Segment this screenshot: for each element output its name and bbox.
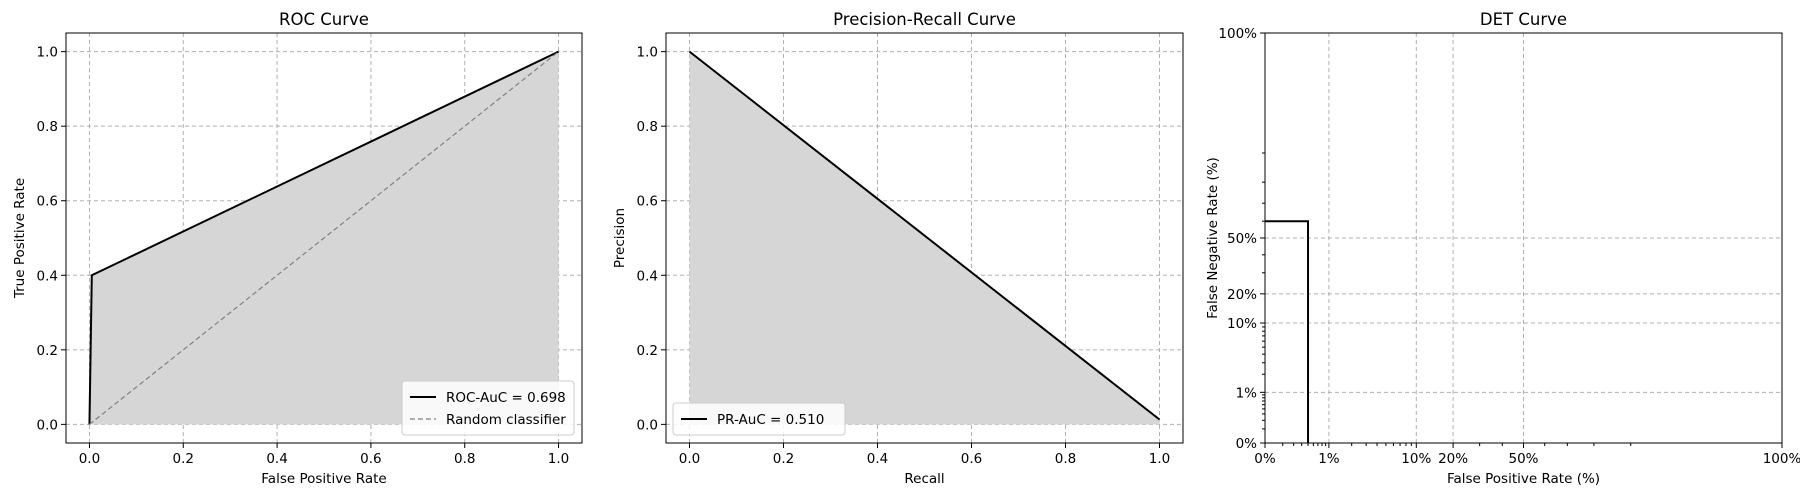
x-axis-label: False Positive Rate (%) xyxy=(1447,471,1600,487)
y-tick-label: 0.6 xyxy=(637,194,658,210)
curve-line xyxy=(88,50,559,425)
y-axis-label: Precision xyxy=(612,208,628,268)
x-tick-label: 0% xyxy=(1254,451,1276,467)
chart-1: 0.0 0.2 0.4 0.6 0.8 1.0 0.0 0.2 0.4 0.6 0.8 1.0 ROC … xyxy=(12,10,583,487)
y-tick-label: 10% xyxy=(1227,316,1257,332)
y-tick-label: 0.4 xyxy=(37,268,58,284)
y-tick-label: 50% xyxy=(1227,231,1257,247)
y-tick-label: 0% xyxy=(1236,436,1258,452)
y-tick-label: 1.0 xyxy=(37,45,58,61)
x-tick-label: 0.8 xyxy=(454,451,475,467)
y-tick-label: 0.8 xyxy=(637,119,658,135)
plot-frame xyxy=(665,32,1184,444)
legend-box xyxy=(401,380,575,436)
x-tick-label: 0.2 xyxy=(173,451,194,467)
y-tick-label: 0.0 xyxy=(37,417,58,433)
x-tick-label: 0.0 xyxy=(679,451,700,467)
x-tick-label: 20% xyxy=(1438,451,1468,467)
plot-frame xyxy=(65,32,583,444)
y-tick-label: 0.8 xyxy=(37,119,58,135)
y-tick-label: 0.6 xyxy=(37,194,58,210)
y-tick-label: 20% xyxy=(1227,287,1257,303)
x-tick-label: 10% xyxy=(1401,451,1431,467)
legend-entry: PR-AuC = 0.510 xyxy=(717,412,824,428)
legend-entry: ROC-AuC = 0.698 xyxy=(446,390,566,406)
legend-box xyxy=(672,402,846,436)
chart-title: DET Curve xyxy=(1480,10,1567,29)
y-tick-label: 0.0 xyxy=(637,417,658,433)
y-tick-label: 0.2 xyxy=(637,343,658,359)
y-tick-label: 1.0 xyxy=(637,45,658,61)
legend: PR-AuC = 0.510 xyxy=(672,402,846,436)
x-tick-label: 0.4 xyxy=(867,451,888,467)
chart-2: 0.0 0.2 0.4 0.6 0.8 1.0 0.0 0.2 0.4 0.6 0.8 1.0 Prec… xyxy=(612,10,1184,487)
y-tick-label: 0.4 xyxy=(637,268,658,284)
chart-title: Precision-Recall Curve xyxy=(833,10,1016,29)
legend-entry: Random classifier xyxy=(446,412,566,428)
y-axis-label: True Positive Rate xyxy=(12,178,28,299)
chart-title: ROC Curve xyxy=(279,10,369,29)
x-tick-label: 1% xyxy=(1318,451,1340,467)
x-tick-label: 0.6 xyxy=(961,451,982,467)
y-tick-label: 100% xyxy=(1218,26,1257,42)
curve-line xyxy=(688,50,1161,421)
y-tick-label: 0.2 xyxy=(37,343,58,359)
chart-3: 0% 1% 10% 20% 50% 100% 0% 1% 10% 20% 50% 100% DET Cu… xyxy=(1205,10,1800,487)
x-tick-label: 0.4 xyxy=(266,451,287,467)
x-axis-label: Recall xyxy=(904,471,944,487)
x-tick-label: 50% xyxy=(1508,451,1538,467)
x-tick-label: 0.0 xyxy=(79,451,100,467)
y-tick-label: 1% xyxy=(1236,385,1258,401)
legend: ROC-AuC = 0.698 Random classifier xyxy=(401,380,575,436)
y-axis-label: False Negative Rate (%) xyxy=(1205,157,1221,319)
x-tick-label: 1.0 xyxy=(548,451,569,467)
x-tick-label: 100% xyxy=(1763,451,1800,467)
x-tick-label: 0.2 xyxy=(773,451,794,467)
x-axis-label: False Positive Rate xyxy=(261,471,386,487)
x-tick-label: 1.0 xyxy=(1149,451,1170,467)
curve-line xyxy=(1265,220,1310,443)
x-tick-label: 0.6 xyxy=(360,451,381,467)
x-tick-label: 0.8 xyxy=(1055,451,1076,467)
diagonal-line xyxy=(89,51,559,425)
